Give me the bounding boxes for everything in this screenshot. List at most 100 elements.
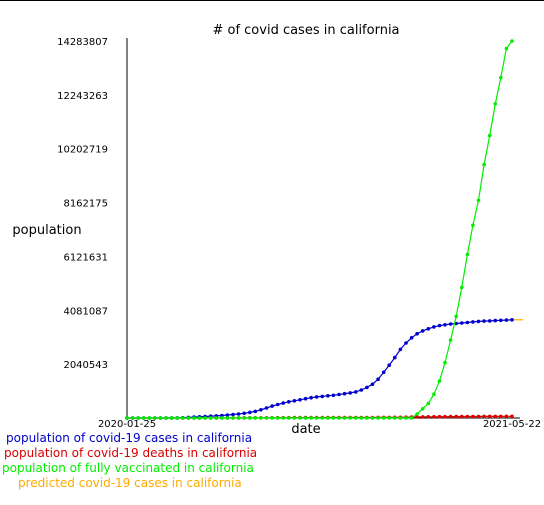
data-point xyxy=(304,397,308,401)
data-point xyxy=(203,416,207,420)
data-point xyxy=(454,415,458,419)
data-point xyxy=(376,377,380,381)
data-point xyxy=(471,224,475,228)
data-point xyxy=(304,416,308,420)
data-point xyxy=(371,416,375,420)
legend-entry: population of fully vaccinated in califo… xyxy=(2,461,254,476)
data-point xyxy=(153,416,157,420)
data-point xyxy=(427,327,431,331)
data-point xyxy=(254,410,258,414)
data-point xyxy=(231,416,235,420)
data-point xyxy=(125,416,129,420)
data-point xyxy=(382,416,386,420)
data-point xyxy=(477,320,481,324)
data-point xyxy=(510,415,514,419)
y-axis-label: population xyxy=(12,223,81,238)
data-point xyxy=(298,398,302,402)
data-point xyxy=(337,393,341,397)
data-point xyxy=(326,394,330,398)
data-point xyxy=(175,416,179,420)
data-point xyxy=(360,416,364,420)
data-point xyxy=(488,134,492,138)
data-point xyxy=(159,416,163,420)
legend-entry: population of covid-19 deaths in califor… xyxy=(4,446,257,461)
data-point xyxy=(438,415,442,419)
data-point xyxy=(309,416,313,420)
data-point xyxy=(432,325,436,329)
data-point xyxy=(510,318,514,322)
data-point xyxy=(343,416,347,420)
data-point xyxy=(360,388,364,392)
data-point xyxy=(488,415,492,419)
data-point xyxy=(499,76,503,80)
data-point xyxy=(393,356,397,360)
y-tick-label: 8162175 xyxy=(63,199,108,210)
series-2 xyxy=(125,39,514,420)
data-point xyxy=(421,415,425,419)
data-point xyxy=(248,411,252,415)
series-0 xyxy=(125,318,514,420)
data-point xyxy=(237,416,241,420)
data-point xyxy=(443,323,447,327)
data-point xyxy=(438,379,442,383)
data-point xyxy=(399,416,403,420)
data-point xyxy=(332,394,336,398)
data-point xyxy=(454,315,458,319)
data-point xyxy=(460,321,464,325)
data-point xyxy=(505,47,509,51)
series-line xyxy=(127,41,512,418)
data-point xyxy=(254,416,258,420)
data-point xyxy=(315,395,319,399)
data-point xyxy=(287,416,291,420)
data-point xyxy=(404,416,408,420)
data-point xyxy=(365,416,369,420)
y-tick-label: 6121631 xyxy=(63,252,108,263)
data-point xyxy=(259,416,263,420)
data-point xyxy=(365,386,369,390)
data-point xyxy=(432,392,436,396)
data-point xyxy=(170,416,174,420)
data-point xyxy=(499,319,503,323)
data-point xyxy=(421,329,425,333)
data-point xyxy=(460,415,464,419)
series-line xyxy=(127,320,512,418)
data-point xyxy=(399,348,403,352)
data-point xyxy=(270,404,274,408)
data-point xyxy=(248,416,252,420)
data-point xyxy=(443,415,447,419)
data-point xyxy=(505,318,509,322)
data-point xyxy=(415,332,419,336)
y-tick-label: 10202719 xyxy=(57,145,108,156)
data-point xyxy=(242,416,246,420)
data-point xyxy=(432,415,436,419)
data-point xyxy=(482,415,486,419)
data-point xyxy=(427,415,431,419)
y-tick-label: 4081087 xyxy=(63,306,108,317)
data-point xyxy=(494,415,498,419)
data-point xyxy=(209,416,213,420)
data-point xyxy=(281,416,285,420)
data-point xyxy=(315,416,319,420)
data-point xyxy=(293,416,297,420)
data-point xyxy=(466,321,470,325)
data-point xyxy=(466,253,470,257)
data-point xyxy=(332,416,336,420)
data-point xyxy=(293,399,297,403)
data-point xyxy=(510,39,514,43)
data-point xyxy=(466,415,470,419)
data-point xyxy=(471,320,475,324)
data-point xyxy=(387,363,391,367)
data-point xyxy=(494,102,498,106)
data-point xyxy=(354,390,358,394)
data-point xyxy=(482,163,486,167)
x-tick-label: 2020-01-25 xyxy=(98,419,156,430)
data-point xyxy=(237,412,241,416)
data-point xyxy=(427,402,431,406)
data-point xyxy=(382,371,386,375)
data-point xyxy=(443,361,447,365)
data-point xyxy=(477,199,481,203)
data-point xyxy=(449,415,453,419)
data-point xyxy=(421,407,425,411)
data-point xyxy=(309,396,313,400)
